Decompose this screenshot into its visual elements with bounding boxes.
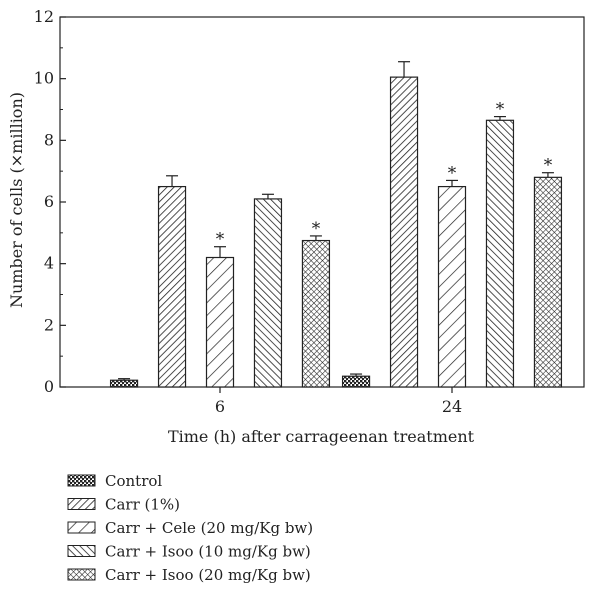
bars: * * * * * [109,61,563,388]
y-tick-label: 8 [44,130,54,149]
legend: Control Carr (1%) Carr + Cele (20 mg/Kg bw… [67,472,313,584]
bar [533,176,563,388]
y-tick-label: 6 [44,192,54,211]
legend-label: Carr + Cele (20 mg/Kg bw) [105,519,313,537]
bar [485,119,515,388]
x-axis: 6 24 [215,387,462,416]
legend-label: Carr + Isoo (10 mg/Kg bw) [105,543,311,561]
legend-item: Control [67,472,162,490]
x-tick-label: 24 [442,397,462,416]
y-tick-label: 4 [44,254,54,273]
legend-swatch [67,545,96,557]
legend-swatch [67,521,96,534]
significance-marker: * [216,230,225,250]
y-tick-label: 10 [34,69,54,88]
y-tick-label: 12 [34,7,54,26]
legend-swatch [67,568,96,581]
y-tick-label: 2 [44,315,54,334]
legend-label: Carr (1%) [105,496,180,514]
legend-label: Carr + Isoo (20 mg/Kg bw) [105,566,311,584]
x-tick-label: 6 [215,397,225,416]
bar [389,76,419,388]
y-axis: 0 2 4 6 8 10 12 [34,7,66,396]
legend-item: Carr (1%) [67,496,180,514]
x-axis-label: Time (h) after carrageenan treatment [168,427,475,446]
bar [437,185,467,388]
bar [109,379,139,388]
bar [301,239,331,388]
y-axis-label: Number of cells (×million) [7,92,26,308]
bar [205,256,235,388]
bar [157,185,187,388]
significance-marker: * [312,219,321,239]
significance-marker: * [544,156,553,176]
significance-marker: * [448,163,457,183]
legend-swatch [67,474,96,487]
legend-item: Carr + Isoo (10 mg/Kg bw) [67,543,311,561]
bar [253,198,283,388]
significance-marker: * [496,100,505,120]
legend-label: Control [105,472,162,490]
legend-swatch [67,498,96,510]
bar [341,375,371,388]
y-tick-label: 0 [44,377,54,396]
legend-item: Carr + Cele (20 mg/Kg bw) [67,519,313,537]
legend-item: Carr + Isoo (20 mg/Kg bw) [67,566,311,584]
